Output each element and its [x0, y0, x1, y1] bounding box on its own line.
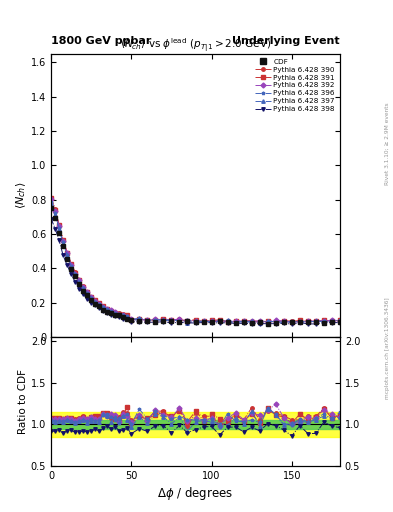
Text: mcplots.cern.ch [arXiv:1306.3436]: mcplots.cern.ch [arXiv:1306.3436]	[385, 297, 390, 399]
Text: Rivet 3.1.10; ≥ 2.9M events: Rivet 3.1.10; ≥ 2.9M events	[385, 102, 390, 185]
Bar	[51, 412, 340, 437]
Legend: CDF, Pythia 6.428 390, Pythia 6.428 391, Pythia 6.428 392, Pythia 6.428 396, Pyt: CDF, Pythia 6.428 390, Pythia 6.428 391,…	[253, 57, 336, 114]
Bar	[51, 420, 340, 429]
Y-axis label: Ratio to CDF: Ratio to CDF	[18, 369, 28, 434]
X-axis label: $\Delta\phi$ / degrees: $\Delta\phi$ / degrees	[158, 485, 233, 502]
Text: 1800 GeV ppbar: 1800 GeV ppbar	[51, 36, 151, 46]
Title: $\langle N_{ch}\rangle$ vs $\phi^{\mathrm{lead}}$ ($p_{T|1} > 2.0$ GeV): $\langle N_{ch}\rangle$ vs $\phi^{\mathr…	[120, 36, 271, 54]
Text: Underlying Event: Underlying Event	[232, 36, 340, 46]
Y-axis label: $\langle N_{ch}\rangle$: $\langle N_{ch}\rangle$	[15, 182, 28, 209]
